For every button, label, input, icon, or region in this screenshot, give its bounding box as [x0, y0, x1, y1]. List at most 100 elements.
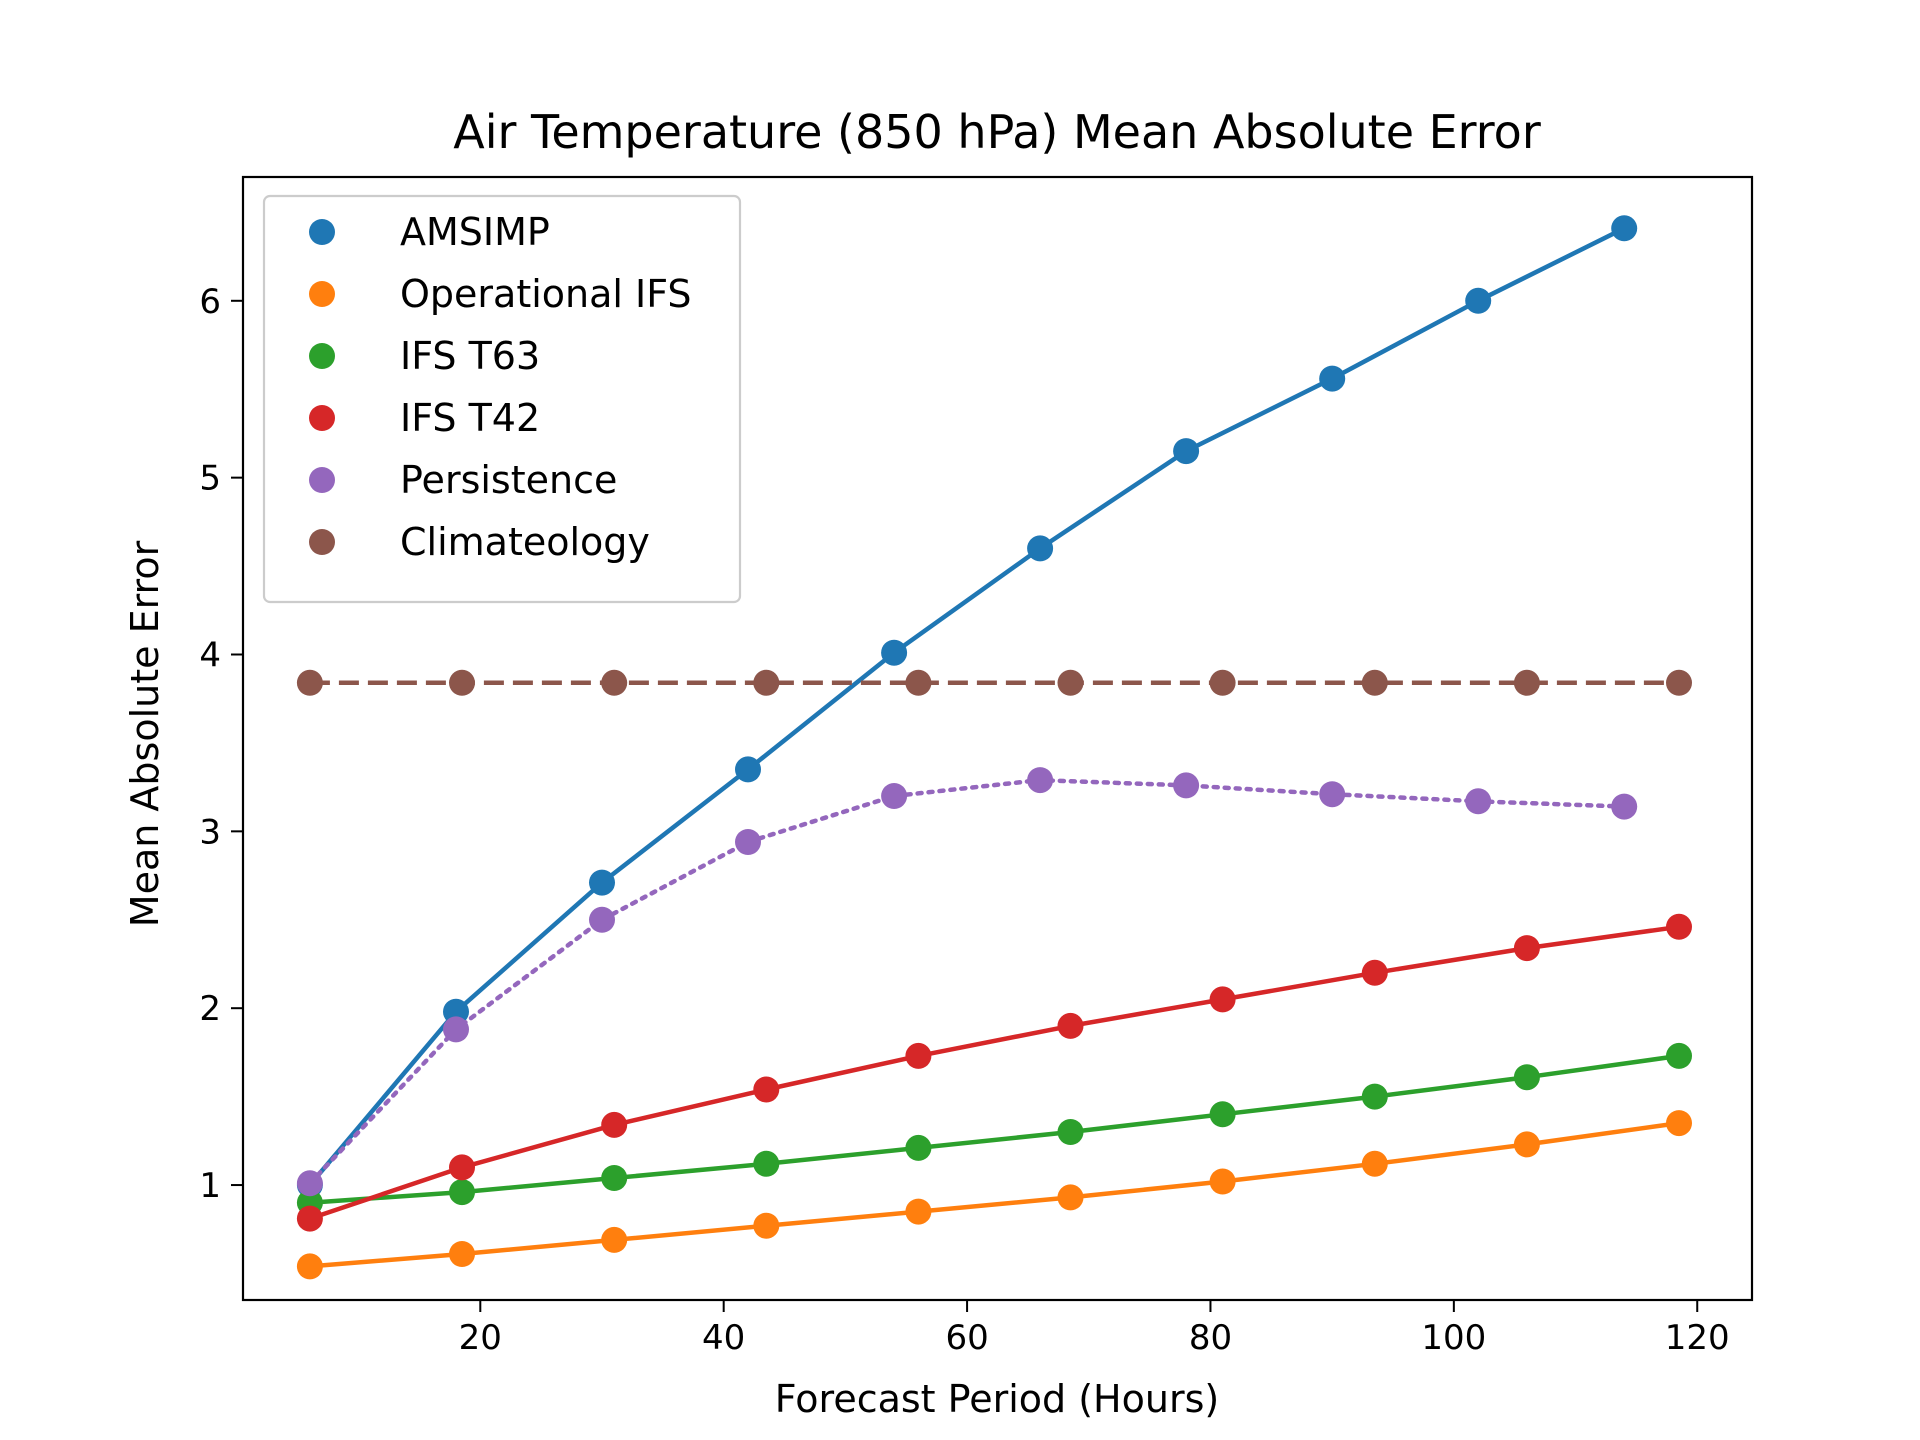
series-line [309, 924, 1680, 1221]
data-point [753, 669, 780, 696]
data-point [589, 906, 615, 933]
data-point [753, 1150, 780, 1177]
data-point [449, 1179, 475, 1206]
data-point [1666, 1110, 1692, 1137]
data-point [1057, 1119, 1084, 1145]
data-point [296, 669, 323, 696]
data-point [601, 1226, 628, 1253]
data-point [1513, 669, 1540, 696]
data-point [589, 869, 615, 896]
legend-item: Persistence [309, 458, 617, 502]
legend-marker [309, 467, 335, 493]
data-point [735, 756, 761, 783]
x-axis-label: Forecast Period (Hours) [775, 1377, 1219, 1421]
data-point [449, 1154, 475, 1181]
data-point [1611, 215, 1638, 242]
data-point [1361, 669, 1388, 696]
axes-frame [241, 175, 1754, 1302]
data-point [905, 1198, 932, 1225]
data-point [735, 829, 761, 855]
legend-label: Climateology [400, 520, 650, 564]
data-point [1027, 767, 1054, 794]
data-point [1319, 365, 1346, 392]
series-line [309, 1120, 1680, 1269]
data-point [1361, 1150, 1388, 1177]
data-point [881, 783, 908, 809]
data-point [1465, 788, 1492, 815]
data-point [753, 1212, 780, 1239]
y-tick-label: 5 [199, 459, 221, 499]
data-point [1173, 438, 1200, 465]
legend-label: IFS T63 [400, 334, 540, 378]
data-point [296, 1253, 323, 1280]
series-line [308, 226, 1626, 1187]
data-point [1513, 1131, 1540, 1158]
y-axis-label: Mean Absolute Error [123, 540, 167, 927]
legend-item: IFS T63 [309, 334, 540, 378]
data-point [1361, 959, 1388, 986]
legend-label: Operational IFS [400, 272, 692, 316]
legend-marker [309, 219, 335, 245]
data-point [601, 1111, 628, 1138]
x-tick-label: 40 [702, 1318, 745, 1358]
series-4 [296, 767, 1638, 1197]
legend-item: Climateology [309, 520, 650, 564]
data-point [296, 1170, 323, 1197]
data-point [601, 1165, 628, 1191]
data-point [1209, 669, 1236, 696]
data-point [1666, 1042, 1692, 1069]
series-3 [296, 913, 1692, 1232]
series-line [307, 777, 1627, 1186]
series-line [309, 1053, 1680, 1205]
data-point [601, 669, 628, 696]
y-tick-label: 3 [199, 812, 221, 852]
data-point [1666, 669, 1692, 696]
data-point [905, 1134, 932, 1161]
data-point [1027, 535, 1054, 562]
data-point [1209, 1168, 1236, 1195]
x-tick-label: 60 [945, 1318, 988, 1358]
data-point [449, 1241, 475, 1267]
data-point [1319, 781, 1346, 808]
x-tick-label: 80 [1189, 1318, 1232, 1358]
data-point [443, 1016, 469, 1043]
legend-item: IFS T42 [309, 396, 540, 440]
y-tick-label: 1 [199, 1166, 221, 1206]
legend: AMSIMP Operational IFS IFS T63 IFS T42 Persi… [262, 194, 742, 604]
data-point [1057, 1012, 1084, 1039]
data-point [1361, 1083, 1388, 1110]
data-point [881, 639, 908, 666]
data-point [753, 1076, 780, 1103]
data-point [1666, 913, 1692, 940]
legend-marker [309, 405, 335, 431]
data-point [905, 669, 932, 696]
x-tick-label: 120 [1665, 1318, 1730, 1358]
data-point [1173, 772, 1200, 799]
y-tick-label: 6 [199, 282, 221, 322]
data-point [905, 1042, 932, 1069]
legend-label: Persistence [400, 458, 617, 502]
data-point [1513, 935, 1540, 962]
data-point [1513, 1064, 1540, 1091]
x-tick-label: 20 [459, 1318, 502, 1358]
legend-label: IFS T42 [400, 396, 540, 440]
series-5 [296, 669, 1692, 696]
y-tick-label: 4 [199, 635, 221, 675]
legend-marker [309, 281, 335, 307]
series-1 [296, 1110, 1692, 1280]
legend-item: AMSIMP [309, 210, 550, 254]
x-tick-label: 100 [1421, 1318, 1486, 1358]
data-point [1209, 986, 1236, 1013]
data-point [449, 669, 475, 696]
data-point [1057, 1184, 1084, 1211]
legend-marker [309, 343, 335, 369]
chart-title: Air Temperature (850 hPa) Mean Absolute … [453, 105, 1541, 159]
legend-marker [309, 529, 335, 555]
legend-box [262, 194, 742, 604]
legend-label: AMSIMP [400, 210, 550, 254]
data-point [1057, 669, 1084, 696]
plot-area: 20 40 60 80 100 120 1 2 3 4 5 6 [199, 175, 1754, 1358]
data-point [296, 1205, 323, 1232]
